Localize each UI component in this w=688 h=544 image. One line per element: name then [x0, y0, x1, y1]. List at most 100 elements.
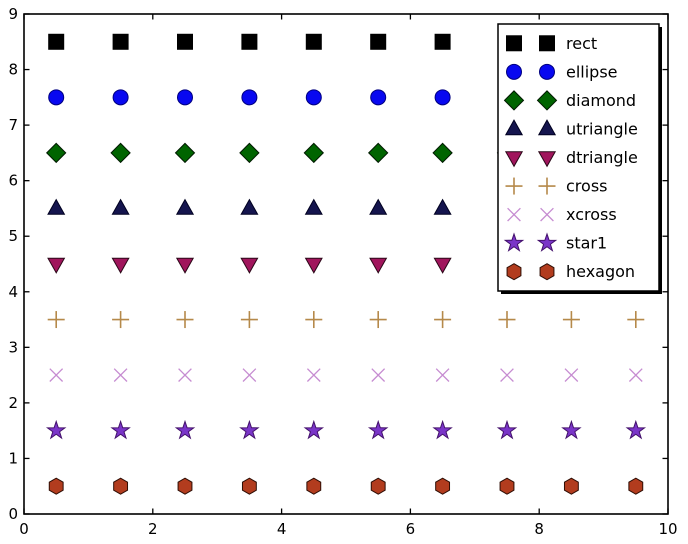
- hexagon-legend-marker: [506, 263, 522, 281]
- xcross-marker: [113, 368, 128, 382]
- diamond-marker: [432, 142, 453, 164]
- legend-label: hexagon: [566, 262, 635, 281]
- diamond-marker: [239, 142, 260, 164]
- hexagon-legend-marker: [539, 263, 555, 281]
- star1-marker: [432, 419, 453, 440]
- y-tick-label: 5: [8, 227, 18, 245]
- legend-entry-star1: star1: [503, 232, 607, 253]
- series-star1: [45, 419, 647, 440]
- star1-marker: [174, 419, 196, 440]
- utriangle-marker: [304, 198, 323, 215]
- xcross-legend-marker: [507, 207, 521, 222]
- utriangle-marker: [433, 198, 452, 215]
- legend-label: dtriangle: [566, 148, 638, 167]
- xcross-marker: [564, 368, 579, 382]
- xcross-marker: [435, 368, 450, 382]
- star1-marker: [45, 419, 67, 440]
- legend: rect ellipse diamond utriangle dtriangle cros…: [497, 23, 662, 294]
- y-tick-label: 6: [8, 172, 18, 190]
- cross-marker: [369, 311, 387, 329]
- utriangle-legend-marker: [537, 119, 557, 136]
- rect-marker: [112, 33, 129, 50]
- rect-marker: [305, 33, 322, 50]
- hexagon-marker: [113, 477, 129, 495]
- dtriangle-legend-marker: [504, 151, 524, 168]
- cross-marker: [627, 311, 645, 329]
- x-tick-labels: 0 2 4 6 8 10: [19, 520, 677, 538]
- legend-entry-ellipse: ellipse: [506, 62, 618, 81]
- xcross-legend-marker: [540, 207, 554, 222]
- dtriangle-marker: [304, 257, 323, 274]
- hexagon-marker: [435, 477, 451, 495]
- legend-label: utriangle: [566, 119, 638, 138]
- utriangle-marker: [175, 198, 195, 215]
- star1-marker: [110, 419, 131, 440]
- ellipse-marker: [48, 89, 65, 106]
- ellipse-legend-marker: [539, 63, 555, 80]
- legend-entry-hexagon: hexagon: [506, 262, 635, 281]
- y-tick-label: 1: [8, 449, 18, 467]
- star1-legend-marker: [503, 232, 525, 252]
- hexagon-marker: [370, 477, 386, 495]
- rect-marker: [241, 33, 258, 50]
- x-tick-label: 8: [534, 520, 544, 538]
- cross-marker: [562, 311, 580, 329]
- legend-box: [497, 23, 660, 292]
- xcross-marker: [628, 368, 643, 382]
- legend-label: ellipse: [566, 62, 618, 81]
- rect-legend-marker: [506, 35, 522, 52]
- y-tick-label: 7: [8, 116, 18, 134]
- y-tick-label: 8: [8, 61, 18, 79]
- x-tick-label: 4: [277, 520, 287, 538]
- dtriangle-marker: [111, 257, 130, 274]
- y-tick-labels: 0 1 2 3 4 5 6 7 8 9: [8, 5, 18, 523]
- rect-legend-marker: [539, 35, 555, 52]
- y-tick-label: 3: [8, 338, 18, 356]
- utriangle-marker: [111, 198, 130, 215]
- diamond-marker: [174, 142, 196, 164]
- y-tick-label: 2: [8, 394, 18, 412]
- series-xcross: [49, 368, 643, 382]
- x-tick-label: 10: [658, 520, 677, 538]
- y-tick-label: 9: [8, 5, 18, 23]
- ellipse-marker: [177, 89, 193, 106]
- utriangle-marker: [240, 198, 259, 215]
- legend-entry-dtriangle: dtriangle: [504, 148, 638, 168]
- utriangle-legend-marker: [504, 119, 524, 136]
- hexagon-marker: [177, 477, 193, 495]
- rect-marker: [48, 33, 65, 50]
- dtriangle-marker: [369, 257, 388, 274]
- ellipse-marker: [305, 89, 322, 106]
- xcross-marker: [371, 368, 386, 382]
- cross-marker: [47, 311, 65, 329]
- utriangle-marker: [47, 198, 66, 215]
- ellipse-marker: [112, 89, 129, 106]
- legend-entry-utriangle: utriangle: [504, 119, 638, 138]
- cross-marker: [434, 311, 452, 329]
- diamond-legend-marker: [503, 90, 525, 111]
- diamond-marker: [110, 142, 131, 164]
- hexagon-marker: [563, 477, 579, 495]
- xcross-marker: [178, 368, 192, 382]
- rect-marker: [177, 33, 193, 50]
- hexagon-marker: [48, 477, 64, 495]
- ellipse-legend-marker: [506, 63, 522, 80]
- star1-marker: [303, 419, 325, 440]
- dtriangle-marker: [240, 257, 259, 274]
- rect-marker: [434, 33, 451, 50]
- x-tick-label: 2: [148, 520, 158, 538]
- legend-label: rect: [566, 34, 597, 53]
- hexagon-marker: [241, 477, 257, 495]
- hexagon-marker: [306, 477, 322, 495]
- diamond-marker: [303, 142, 325, 164]
- dtriangle-marker: [47, 257, 66, 274]
- diamond-marker: [45, 142, 67, 164]
- cross-marker: [305, 311, 323, 329]
- cross-legend-marker: [538, 177, 556, 195]
- cross-marker: [176, 311, 194, 329]
- cross-marker: [498, 311, 516, 329]
- dtriangle-marker: [433, 257, 452, 274]
